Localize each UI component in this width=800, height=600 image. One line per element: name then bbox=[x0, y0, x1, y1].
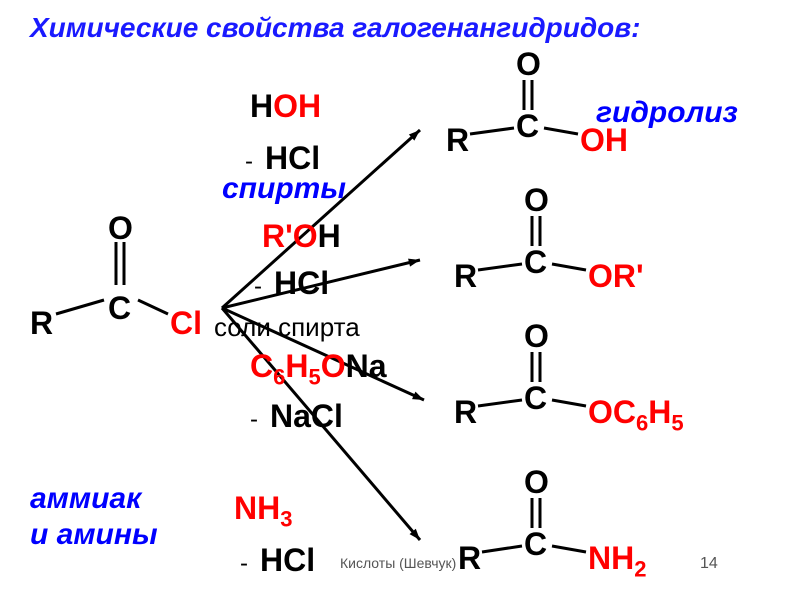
atom-R: R bbox=[446, 122, 469, 159]
reagent-2-above: R'OH bbox=[262, 218, 341, 255]
label-alcohols: спирты bbox=[222, 172, 346, 206]
reactant-Cl: Cl bbox=[170, 305, 202, 342]
atom-C: С bbox=[524, 244, 547, 281]
page-title: Химические свойства галогенангидридов: bbox=[30, 12, 640, 44]
atom-O: О bbox=[524, 182, 549, 219]
reagent-3-below: NaCl bbox=[270, 398, 343, 435]
reagent-4-minus: - bbox=[240, 550, 248, 578]
label-amines: и амины bbox=[30, 518, 158, 552]
atom-R: R bbox=[454, 258, 477, 295]
label-alkoxide: соли спирта bbox=[214, 312, 360, 343]
reactant-C: С bbox=[108, 290, 131, 327]
reagent-1-above: HOH bbox=[250, 88, 321, 125]
product-group: OH bbox=[580, 122, 628, 159]
atom-O: О bbox=[516, 46, 541, 83]
atom-O: О bbox=[524, 464, 549, 501]
reactant-R: R bbox=[30, 305, 53, 342]
reagent-4-above: NH3 bbox=[234, 490, 292, 532]
page-number: 14 bbox=[700, 555, 718, 573]
product-group: OC6H5 bbox=[588, 394, 684, 436]
footer-text: Кислоты (Шевчук) bbox=[340, 555, 456, 571]
reagent-3-minus: - bbox=[250, 406, 258, 434]
reagent-3-above: C6H5ONa bbox=[250, 348, 387, 390]
reagent-2-minus: - bbox=[254, 273, 262, 301]
atom-O: О bbox=[524, 318, 549, 355]
label-ammonia: аммиак bbox=[30, 482, 141, 516]
reactant-O: О bbox=[108, 210, 133, 247]
product-group: OR' bbox=[588, 258, 644, 295]
atom-C: С bbox=[524, 526, 547, 563]
reagent-2-below: HCl bbox=[274, 265, 329, 302]
atom-C: С bbox=[516, 108, 539, 145]
atom-R: R bbox=[454, 394, 477, 431]
reagent-4-below: HCl bbox=[260, 542, 315, 579]
product-group: NH2 bbox=[588, 540, 646, 582]
atom-C: С bbox=[524, 380, 547, 417]
atom-R: R bbox=[458, 540, 481, 577]
